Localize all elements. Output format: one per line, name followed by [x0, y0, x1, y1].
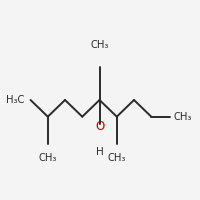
Text: H₃C: H₃C — [6, 95, 25, 105]
Text: CH₃: CH₃ — [90, 40, 109, 50]
Text: O: O — [95, 120, 104, 133]
Text: CH₃: CH₃ — [108, 153, 126, 163]
Text: CH₃: CH₃ — [39, 153, 57, 163]
Text: H: H — [96, 147, 103, 157]
Text: CH₃: CH₃ — [173, 112, 192, 122]
